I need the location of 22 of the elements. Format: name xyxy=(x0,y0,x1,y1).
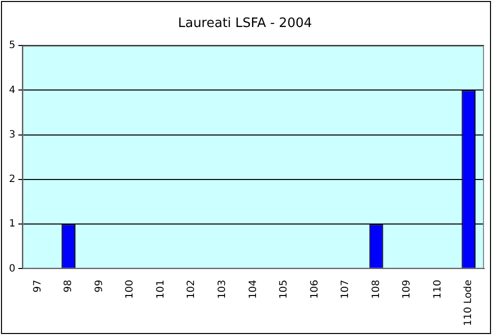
x-tick-label: 107 xyxy=(340,280,352,299)
x-tick-label: 108 xyxy=(370,280,382,299)
chart-title: Laureati LSFA - 2004 xyxy=(178,16,312,32)
x-tick-label: 99 xyxy=(94,280,105,292)
x-tick-label: 102 xyxy=(186,280,198,299)
y-tick-label: 1 xyxy=(8,218,16,230)
x-tick-label: 109 xyxy=(402,280,413,299)
y-tick-label: 3 xyxy=(8,129,16,140)
x-tick-label: 103 xyxy=(217,280,228,299)
x-tick-label: 97 xyxy=(32,280,44,292)
x-tick-label: 110 Lode xyxy=(463,280,474,326)
y-tick-label: 5 xyxy=(8,40,16,52)
x-tick-label: 104 xyxy=(248,280,259,299)
x-tick-label: 98 xyxy=(63,280,74,292)
x-tick-label: 105 xyxy=(278,280,290,299)
x-tick-label: 106 xyxy=(309,280,320,299)
y-tick-label: 4 xyxy=(8,84,16,96)
x-tick-label: 110 xyxy=(432,280,444,299)
y-tick-label: 0 xyxy=(8,263,16,274)
x-tick-label: 100 xyxy=(124,280,136,299)
x-tick-label: 101 xyxy=(155,280,166,299)
y-tick-label: 2 xyxy=(8,174,16,186)
